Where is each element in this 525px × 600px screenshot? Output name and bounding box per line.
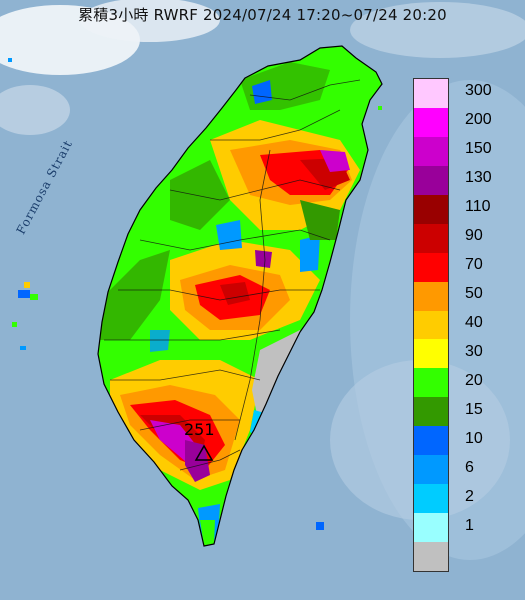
legend-label: 6 [465, 458, 474, 476]
max-rainfall-marker-icon [194, 444, 214, 461]
legend-label: 20 [465, 371, 483, 389]
legend-label: 40 [465, 314, 483, 331]
legend-label: 70 [465, 256, 483, 274]
county-boundaries [104, 79, 361, 471]
legend-label: 200 [465, 111, 492, 129]
legend-swatch [414, 368, 448, 398]
legend-swatch [414, 223, 448, 253]
legend-label: 90 [465, 227, 483, 245]
offshore-islands [8, 58, 382, 530]
legend-swatch [414, 194, 448, 224]
island-outline [97, 45, 383, 547]
legend-label: 110 [465, 198, 491, 216]
legend-swatch [414, 339, 448, 369]
legend-label: 1 [465, 516, 474, 534]
map-title: 累積3小時 RWRF 2024/07/24 17:20~07/24 20:20 [78, 6, 447, 24]
legend-swatch [414, 484, 448, 514]
legend-swatch [414, 79, 448, 108]
legend-swatch [414, 252, 448, 282]
legend-swatch [414, 397, 448, 427]
legend-swatch [414, 310, 448, 340]
legend-swatch [414, 426, 448, 456]
legend-label: 50 [465, 285, 483, 303]
legend-swatch [414, 136, 448, 166]
legend-swatch [414, 455, 448, 485]
max-rainfall-value: 251 [184, 420, 215, 439]
legend-color-bar [413, 78, 449, 572]
legend-swatch [414, 542, 448, 571]
legend-swatch [414, 107, 448, 137]
taiwan-island [97, 45, 383, 547]
rainfall-field [100, 62, 360, 546]
legend-label: 150 [465, 140, 492, 158]
legend-label: 10 [465, 429, 483, 447]
legend-label: 130 [465, 169, 492, 187]
legend-swatch [414, 513, 448, 543]
legend-label: 2 [465, 487, 474, 505]
legend-label: 300 [465, 82, 492, 100]
legend-swatch [414, 165, 448, 195]
legend-swatch [414, 281, 448, 311]
legend-label: 30 [465, 342, 483, 360]
legend-label: 15 [465, 400, 483, 418]
